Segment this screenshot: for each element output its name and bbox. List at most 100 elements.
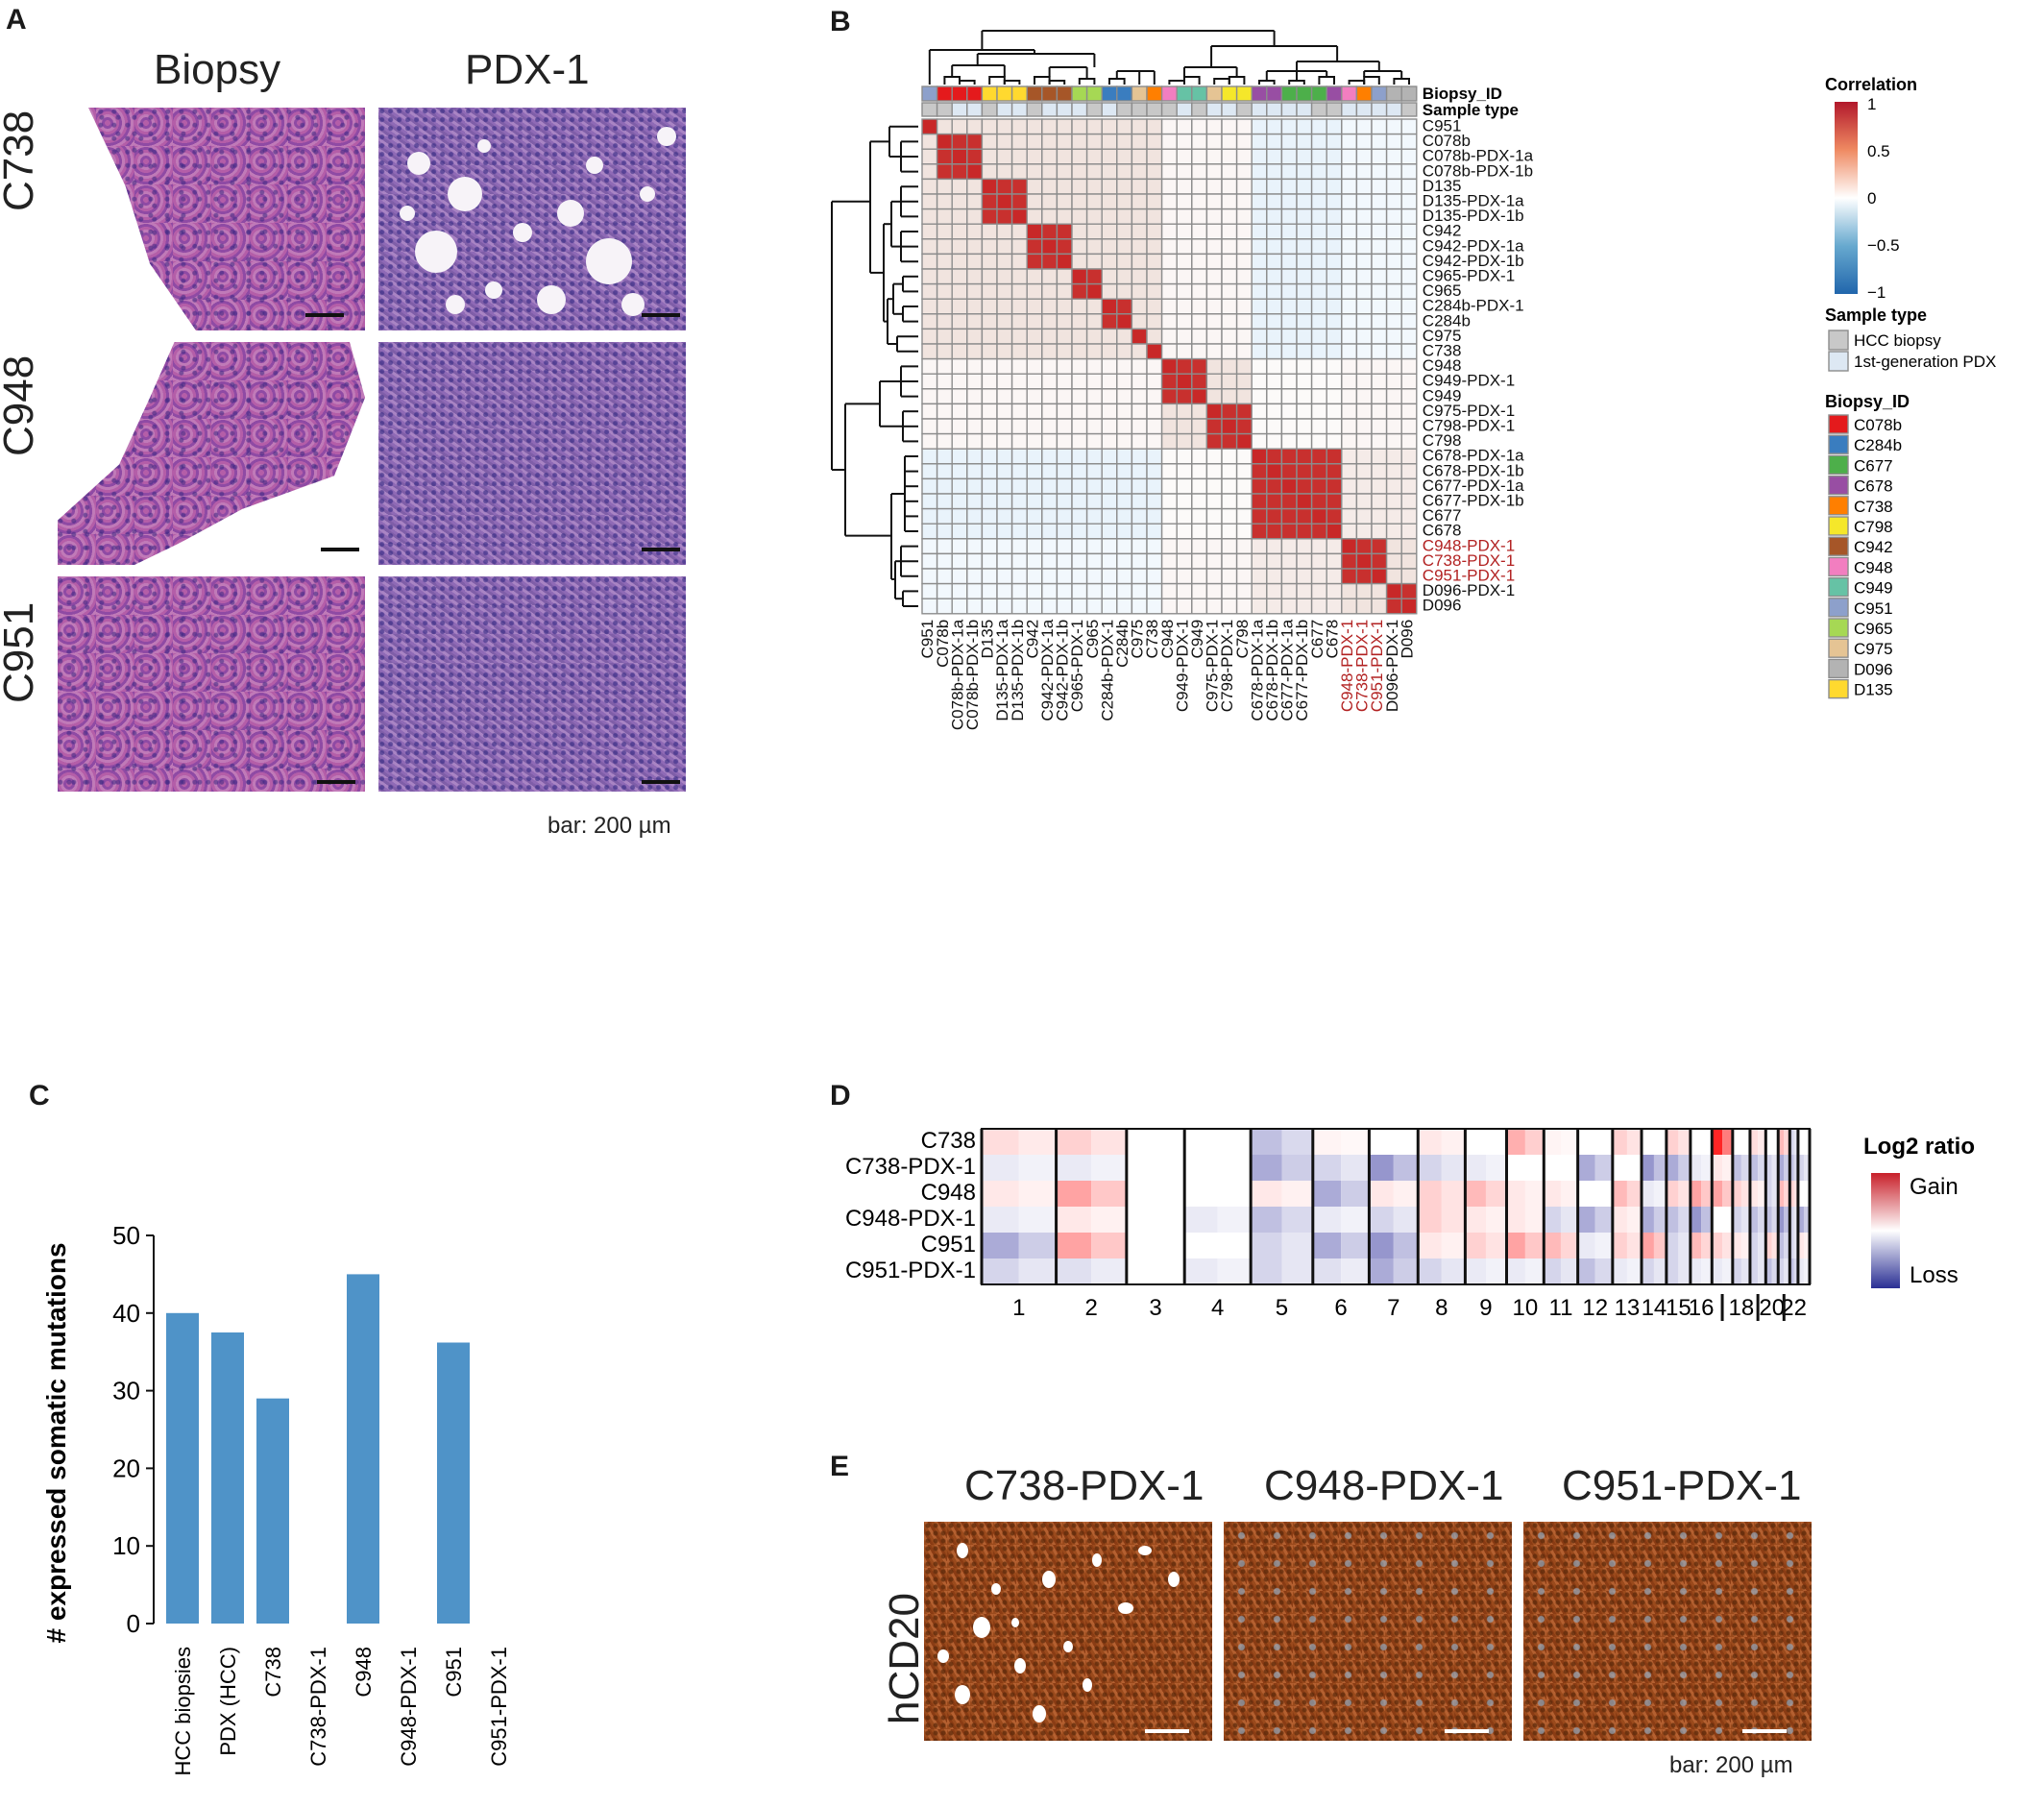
heatmap-cell — [1266, 388, 1283, 405]
heatmap-cell — [1010, 538, 1028, 555]
heatmap-cell — [936, 598, 953, 615]
heatmap-cell — [1010, 238, 1028, 256]
heatmap-cell — [1205, 282, 1223, 300]
cnv-cell — [1393, 1258, 1419, 1284]
heatmap-cell — [1355, 463, 1373, 480]
heatmap-cell — [1400, 268, 1418, 285]
cnv-cell — [1156, 1207, 1185, 1233]
cnv-cell — [1560, 1233, 1578, 1258]
heatmap-cell — [1310, 538, 1327, 555]
biopsy-id-cell — [1160, 86, 1178, 102]
heatmap-cell — [1041, 148, 1058, 165]
heatmap-cell — [921, 523, 938, 540]
heatmap-cell — [1400, 208, 1418, 225]
heatmap-cell — [981, 178, 998, 195]
cnv-cell — [1653, 1207, 1667, 1233]
heatmap-cell — [1400, 178, 1418, 195]
column-label: C738 — [1143, 620, 1161, 659]
heatmap-cell — [1101, 418, 1118, 435]
heatmap-cell — [981, 538, 998, 555]
heatmap-grid — [921, 118, 1418, 615]
heatmap-cell — [1085, 193, 1103, 210]
heatmap-cell — [1071, 328, 1088, 345]
heatmap-cell — [1071, 477, 1088, 495]
heatmap-cell — [1355, 178, 1373, 195]
cnv-legend-title: Log2 ratio — [1863, 1134, 1975, 1160]
cnv-cell — [1740, 1258, 1750, 1284]
row-label: C678-PDX-1a — [1423, 447, 1524, 465]
cnv-cell — [1393, 1181, 1419, 1207]
heatmap-cell — [1385, 328, 1402, 345]
cnv-cell — [982, 1155, 1019, 1181]
heatmap-cell — [1071, 388, 1088, 405]
row-label: C284b — [1423, 311, 1471, 330]
heatmap-cell — [1191, 148, 1208, 165]
cnv-cell — [1765, 1181, 1772, 1207]
x-tick-label: PDX (HCC) — [216, 1647, 240, 1756]
biopsy-id-cell — [1146, 86, 1163, 102]
biopsy-id-cell — [1026, 86, 1043, 102]
heatmap-cell — [1101, 448, 1118, 465]
heatmap-cell — [1326, 598, 1343, 615]
cnv-cell — [1740, 1207, 1750, 1233]
sample-type-cell — [951, 102, 968, 117]
biopsy-label: C951 — [1854, 599, 1893, 618]
heatmap-cell — [1146, 313, 1163, 330]
heatmap-cell — [1296, 313, 1313, 330]
annotation-label-biopsy-id: Biopsy_ID — [1423, 85, 1502, 103]
heatmap-cell — [1101, 523, 1118, 540]
correlation-legend-title: Correlation — [1825, 75, 1917, 94]
heatmap-cell — [1160, 343, 1178, 360]
heatmap-cell — [1371, 313, 1388, 330]
heatmap-cell — [1146, 223, 1163, 240]
heatmap-cell — [1205, 163, 1223, 181]
heatmap-cell — [921, 568, 938, 585]
biopsy-swatch — [1828, 536, 1849, 556]
heatmap-cell — [1235, 343, 1253, 360]
heatmap-cell — [936, 238, 953, 256]
heatmap-cell — [1341, 163, 1358, 181]
cnv-cell — [1369, 1207, 1394, 1233]
heatmap-cell — [1041, 298, 1058, 315]
row-label: D096 — [1423, 597, 1462, 615]
heatmap-cell — [1385, 568, 1402, 585]
sample-type-cell — [1191, 102, 1208, 117]
cnv-cell — [1789, 1155, 1794, 1181]
heatmap-cell — [1400, 477, 1418, 495]
correlation-tick: 0.5 — [1867, 142, 1890, 160]
heatmap-cell — [1385, 148, 1402, 165]
heatmap-cell — [1266, 432, 1283, 450]
heatmap-cell — [1131, 282, 1148, 300]
y-tick-label: 20 — [112, 1454, 140, 1482]
heatmap-cell — [1371, 298, 1388, 315]
heatmap-cell — [1160, 373, 1178, 390]
cnv-cell — [1485, 1155, 1507, 1181]
heatmap-cell — [951, 328, 968, 345]
x-tick-label: C951 — [442, 1647, 466, 1698]
heatmap-cell — [1160, 313, 1178, 330]
heatmap-cell — [951, 477, 968, 495]
heatmap-cell — [1280, 282, 1298, 300]
heatmap-cell — [996, 163, 1013, 181]
heatmap-cell — [1371, 403, 1388, 420]
heatmap-cell — [1355, 148, 1373, 165]
heatmap-cell — [1085, 282, 1103, 300]
biopsy-id-cell — [1205, 86, 1223, 102]
cnv-cell — [1156, 1233, 1185, 1258]
heatmap-cell — [981, 163, 998, 181]
heatmap-cell — [1251, 493, 1268, 510]
heatmap-cell — [966, 328, 984, 345]
biopsy-id-cell — [1296, 86, 1313, 102]
correlation-tick: −0.5 — [1867, 236, 1900, 255]
heatmap-cell — [1160, 598, 1178, 615]
heatmap-cell — [1176, 148, 1193, 165]
panel-a-row-c738: C738 — [0, 110, 42, 211]
panel-d-letter: D — [830, 1080, 851, 1112]
y-tick-label: 40 — [112, 1299, 140, 1328]
column-label: C284b-PDX-1 — [1098, 620, 1116, 721]
bar — [256, 1398, 289, 1624]
heatmap-cell — [1071, 357, 1088, 375]
heatmap-cell — [1056, 268, 1073, 285]
biopsy-label: C942 — [1854, 538, 1893, 556]
dendrogram — [831, 30, 1410, 607]
